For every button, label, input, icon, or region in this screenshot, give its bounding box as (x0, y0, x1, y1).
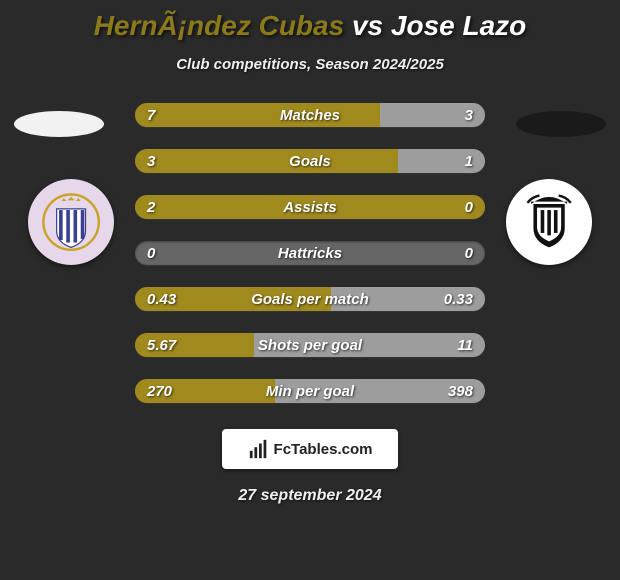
subtitle: Club competitions, Season 2024/2025 (0, 56, 620, 73)
stat-row: Assists20 (135, 195, 485, 219)
date-text: 27 september 2024 (0, 487, 620, 505)
stat-value-right: 0 (465, 241, 473, 265)
stat-value-right: 0.33 (444, 287, 473, 311)
stat-value-left: 270 (147, 379, 172, 403)
title-vs: vs (352, 10, 383, 41)
title-player2: Jose Lazo (391, 10, 526, 41)
stat-value-right: 3 (465, 103, 473, 127)
stat-row: Matches73 (135, 103, 485, 127)
stat-row: Min per goal270398 (135, 379, 485, 403)
stat-row: Goals per match0.430.33 (135, 287, 485, 311)
stat-value-right: 11 (457, 333, 473, 357)
chart-icon (248, 438, 270, 460)
stat-row: Shots per goal5.6711 (135, 333, 485, 357)
stat-row: Hattricks0 0 (135, 241, 485, 265)
stat-value-right: 0 (465, 195, 473, 219)
stat-fill-left (135, 149, 398, 173)
stat-value-left: 2 (147, 195, 155, 219)
stats-bars: Matches73Goals31Assists20Hattricks00Goal… (135, 103, 485, 403)
comparison-title: HernÃ¡ndez Cubas vs Jose Lazo (0, 0, 620, 42)
stat-row: Goals31 (135, 149, 485, 173)
stat-value-right: 398 (448, 379, 473, 403)
right-team-ellipse (516, 111, 606, 137)
stat-value-left: 7 (147, 103, 155, 127)
stat-value-left: 3 (147, 149, 155, 173)
stat-fill-left (135, 195, 485, 219)
title-player1: HernÃ¡ndez Cubas (94, 10, 344, 41)
shield-stripes-icon (41, 192, 101, 252)
stat-value-left: 0 (147, 241, 155, 265)
stat-fill-right (254, 333, 485, 357)
stat-value-right: 1 (465, 149, 473, 173)
left-team-ellipse (14, 111, 104, 137)
content-area: Matches73Goals31Assists20Hattricks00Goal… (0, 103, 620, 403)
footer-brand-text: FcTables.com (274, 441, 373, 458)
right-team-badge (506, 179, 592, 265)
stat-value-left: 0.43 (147, 287, 176, 311)
footer-logo[interactable]: FcTables.com (222, 429, 398, 469)
stat-label: Hattricks (135, 241, 485, 265)
stat-fill-left (135, 103, 380, 127)
stat-value-left: 5.67 (147, 333, 176, 357)
left-team-badge (28, 179, 114, 265)
shield-bw-icon (519, 192, 579, 252)
